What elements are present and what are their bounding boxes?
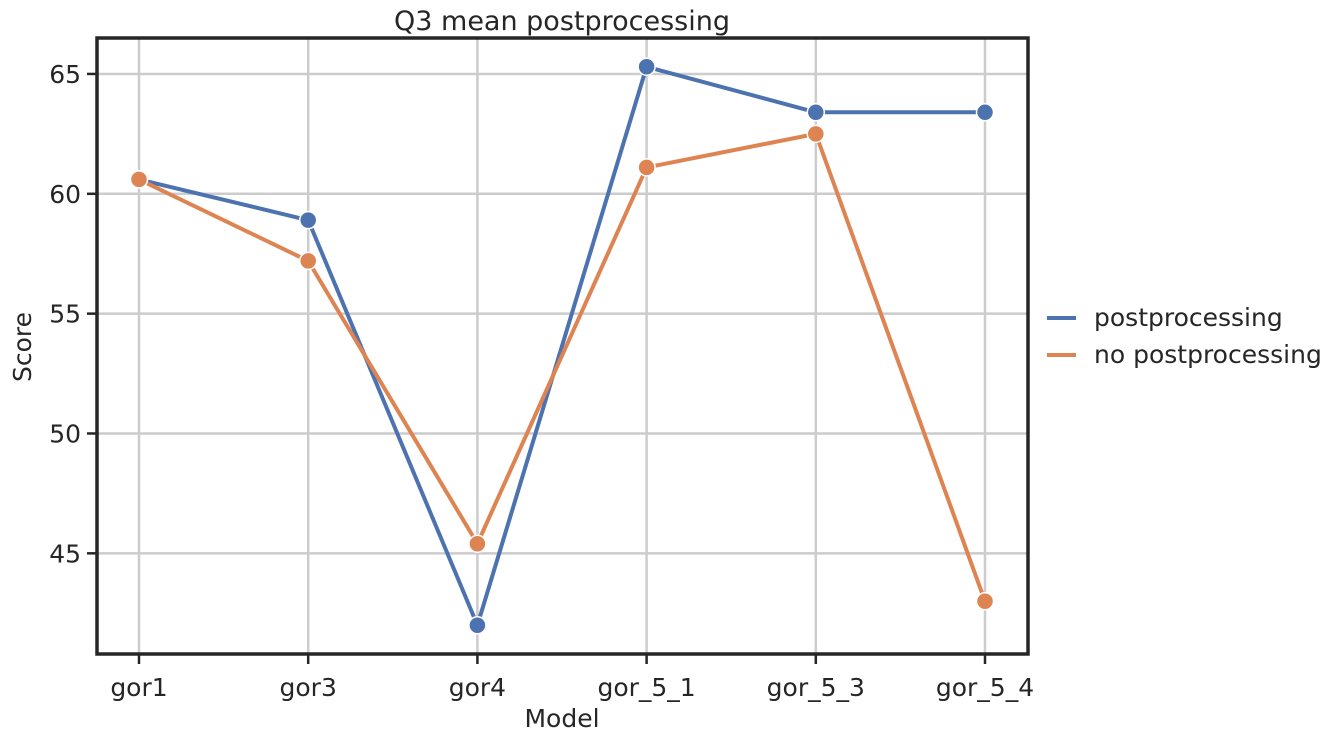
data-point-series-2 — [469, 535, 486, 552]
data-point-series-2 — [131, 171, 148, 188]
x-tick-label: gor_5_1 — [597, 673, 695, 702]
data-point-series-1 — [300, 212, 317, 229]
y-tick-label: 65 — [49, 60, 81, 89]
x-axis: gor1 gor3 gor4 gor_5_1 gor_5_3 gor_5_4 — [110, 654, 1034, 702]
data-point-series-2 — [977, 593, 994, 610]
chart-title: Q3 mean postprocessing — [394, 6, 730, 37]
series-line-1 — [139, 67, 985, 625]
x-axis-label: Model — [524, 704, 599, 733]
data-point-series-2 — [807, 125, 824, 142]
series-line-2 — [139, 134, 985, 601]
y-tick-label: 60 — [49, 180, 81, 209]
data-point-series-1 — [977, 104, 994, 121]
y-tick-label: 45 — [49, 539, 81, 568]
y-tick-label: 50 — [49, 419, 81, 448]
data-point-series-1 — [807, 104, 824, 121]
data-point-series-2 — [638, 159, 655, 176]
x-tick-label: gor_5_4 — [936, 673, 1034, 702]
series-layer — [131, 58, 994, 633]
y-axis-label: Score — [8, 312, 37, 382]
data-point-series-1 — [469, 617, 486, 634]
x-tick-label: gor3 — [280, 673, 337, 702]
legend: postprocessing no postprocessing — [1047, 303, 1322, 369]
y-tick-label: 55 — [49, 300, 81, 329]
x-tick-label: gor1 — [110, 673, 167, 702]
x-tick-label: gor_5_3 — [767, 673, 865, 702]
legend-label: postprocessing — [1094, 303, 1283, 332]
x-tick-label: gor4 — [449, 673, 506, 702]
data-point-series-1 — [638, 58, 655, 75]
legend-label: no postprocessing — [1094, 340, 1322, 369]
y-axis: 45 50 55 60 65 — [49, 60, 97, 568]
data-point-series-2 — [300, 252, 317, 269]
